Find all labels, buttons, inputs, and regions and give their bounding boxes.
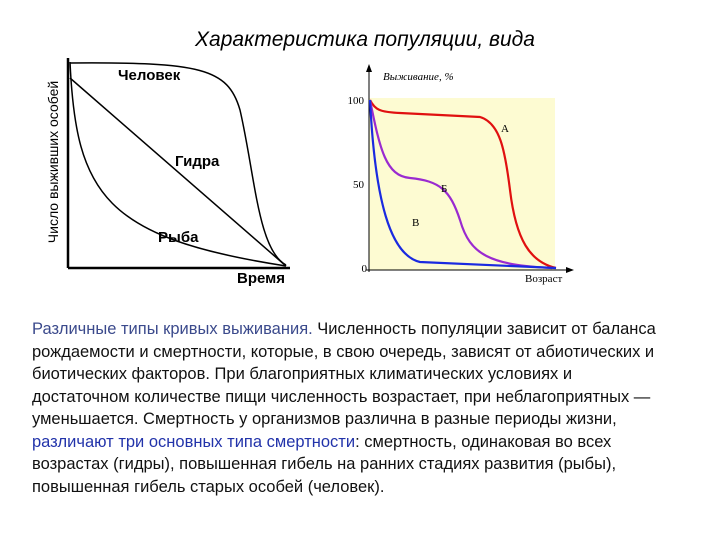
y-tick-label: 100: [348, 95, 365, 107]
figures: Характеристика популяции, вида Число выж…: [45, 28, 574, 287]
y-axis-label: Число выживших особей: [45, 81, 61, 243]
curve-label: Гидра: [175, 153, 220, 170]
curve: [69, 62, 287, 266]
text-span: : смертность, одинаковая во всех возраст…: [32, 432, 617, 496]
y-tick-label: 50: [353, 179, 365, 191]
curve-label: А: [501, 123, 509, 135]
arrow: [566, 267, 574, 273]
text-span: различают три основных типа смертности: [32, 432, 356, 451]
curve: [368, 99, 557, 270]
text-span: Численность популяции зависит от баланса…: [32, 320, 656, 428]
arrow: [366, 64, 372, 72]
x-axis-label: Время: [237, 270, 285, 287]
curve-label: Б: [441, 183, 447, 195]
curve: [69, 61, 287, 267]
slide-title: Характеристика популяции, вида: [194, 28, 535, 51]
x-axis-label: Возраст: [525, 273, 562, 285]
curve: [368, 99, 553, 270]
curve-label: Человек: [118, 67, 181, 84]
y-tick-label: 0: [362, 263, 368, 275]
curve-label: В: [412, 217, 419, 229]
paragraph: Различные типы кривых выживания. Численн…: [32, 318, 672, 498]
curve: [369, 99, 557, 270]
curve: [69, 77, 287, 267]
y-axis-label: Выживание, %: [383, 71, 454, 83]
text-span: Различные типы кривых выживания.: [32, 320, 313, 338]
curve-label: Рыба: [158, 229, 199, 246]
left-diagram: Число выживших особей Время Человек Гидр…: [45, 58, 290, 287]
right-diagram: Выживание, % Возраст 100 50 0 А Б В: [348, 64, 574, 285]
